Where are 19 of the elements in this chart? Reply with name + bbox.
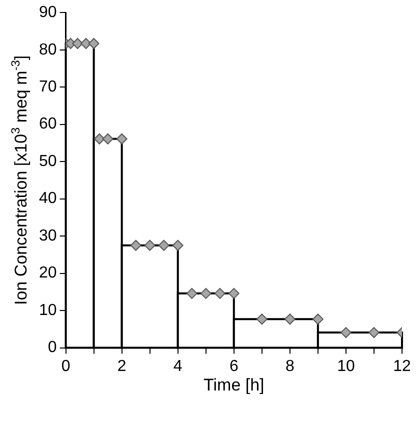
y-tick-label: 60 — [39, 116, 57, 133]
y-tick-label: 10 — [39, 302, 57, 319]
x-tick-label: 0 — [61, 358, 70, 375]
x-tick-label: 12 — [393, 358, 411, 375]
y-axis-title: Ion Concentration [x103 meq m-3] — [8, 55, 31, 306]
y-tick-label: 50 — [39, 152, 57, 170]
y-tick-label: 90 — [39, 4, 57, 22]
y-tick-label: 70 — [39, 78, 57, 96]
x-tick-label: 10 — [337, 358, 355, 375]
y-tick-label: 0 — [48, 339, 57, 356]
x-tick-label: 4 — [173, 358, 182, 375]
x-tick-label: 6 — [229, 358, 238, 375]
x-tick-label: 8 — [285, 358, 294, 375]
x-axis-title: Time [h] — [204, 376, 264, 395]
y-tick-label: 30 — [39, 227, 57, 244]
y-tick-label: 80 — [39, 41, 57, 58]
y-tick-label: 40 — [39, 190, 57, 208]
x-tick-label: 2 — [117, 358, 126, 375]
y-tick-label: 20 — [39, 264, 57, 282]
